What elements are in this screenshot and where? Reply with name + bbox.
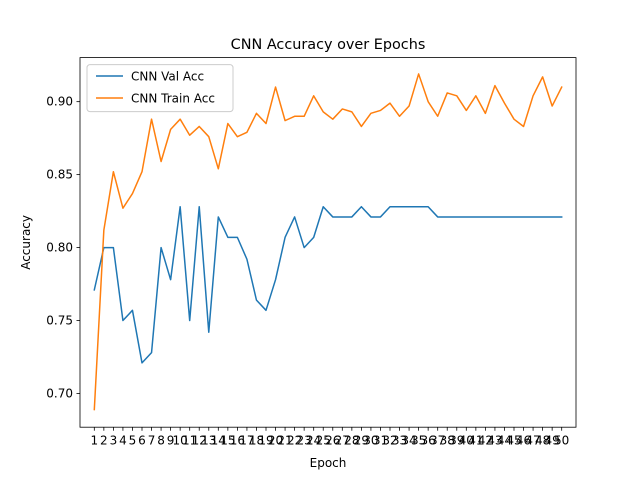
x-tick-label: 24 <box>306 434 321 448</box>
x-tick-label: 34 <box>401 434 416 448</box>
x-tick-label: 42 <box>478 434 493 448</box>
x-tick-label: 7 <box>148 434 156 448</box>
series-line-1 <box>93 73 563 411</box>
x-tick-label: 30 <box>363 434 378 448</box>
axes-frame <box>79 57 577 428</box>
x-tick-label: 15 <box>220 434 235 448</box>
x-tick-label: 33 <box>392 434 407 448</box>
x-tick-label: 22 <box>287 434 302 448</box>
x-tick-label: 29 <box>354 434 369 448</box>
x-tick-label: 36 <box>421 434 436 448</box>
x-tick-label: 43 <box>487 434 502 448</box>
x-tick-label: 6 <box>138 434 146 448</box>
legend: CNN Val Acc CNN Train Acc <box>86 64 234 113</box>
x-tick-label: 3 <box>110 434 118 448</box>
x-axis-label: Epoch <box>310 456 347 470</box>
plot-area-frame <box>79 57 577 428</box>
x-tick-label: 5 <box>129 434 137 448</box>
x-tick-label: 23 <box>297 434 312 448</box>
x-tick-label: 20 <box>268 434 283 448</box>
x-axis-ticks: 1 2 3 4 5 6 7 8 91011121314151617181920212223242… <box>90 427 569 448</box>
x-tick-label: 13 <box>201 434 216 448</box>
x-tick-label: 12 <box>192 434 207 448</box>
x-tick-label: 25 <box>316 434 331 448</box>
x-tick-label: 19 <box>258 434 273 448</box>
legend-box <box>86 64 234 113</box>
x-tick-label: 32 <box>382 434 397 448</box>
x-tick-label: 45 <box>506 434 521 448</box>
x-tick-label: 44 <box>497 434 512 448</box>
legend-label-val: CNN Val Acc <box>131 70 204 84</box>
x-tick-label: 21 <box>277 434 292 448</box>
x-tick-label: 49 <box>545 434 560 448</box>
y-tick-label: 0.70 <box>46 386 73 400</box>
x-tick-label: 48 <box>535 434 550 448</box>
x-tick-label: 26 <box>325 434 340 448</box>
x-tick-label: 11 <box>182 434 197 448</box>
x-tick-label: 4 <box>119 434 127 448</box>
y-tick-label: 0.85 <box>46 168 73 182</box>
x-tick-label: 39 <box>449 434 464 448</box>
x-tick-label: 28 <box>344 434 359 448</box>
y-axis-ticks: 0.70 0.75 0.80 0.85 0.90 <box>46 95 80 400</box>
x-tick-label: 2 <box>100 434 108 448</box>
x-tick-label: 50 <box>554 434 569 448</box>
plot-lines <box>93 73 563 411</box>
legend-label-train: CNN Train Acc <box>131 92 215 106</box>
x-tick-label: 27 <box>335 434 350 448</box>
y-tick-label: 0.90 <box>46 95 73 109</box>
x-tick-label: 18 <box>249 434 264 448</box>
chart-title: CNN Accuracy over Epochs <box>231 37 426 53</box>
x-tick-label: 40 <box>459 434 474 448</box>
x-tick-label: 16 <box>230 434 245 448</box>
x-tick-label: 37 <box>430 434 445 448</box>
x-tick-label: 31 <box>373 434 388 448</box>
x-tick-label: 47 <box>525 434 540 448</box>
series-line-0 <box>93 205 563 364</box>
x-tick-label: 35 <box>411 434 426 448</box>
x-tick-label: 41 <box>468 434 483 448</box>
y-tick-label: 0.75 <box>46 314 73 328</box>
y-tick-label: 0.80 <box>46 241 73 255</box>
x-tick-label: 8 <box>157 434 165 448</box>
y-axis-label: Accuracy <box>19 215 33 270</box>
x-tick-label: 46 <box>516 434 531 448</box>
x-tick-label: 1 <box>90 434 98 448</box>
x-tick-label: 14 <box>211 434 226 448</box>
x-tick-label: 38 <box>440 434 455 448</box>
x-tick-label: 17 <box>239 434 254 448</box>
x-tick-label: 9 <box>167 434 175 448</box>
x-tick-label: 10 <box>173 434 188 448</box>
